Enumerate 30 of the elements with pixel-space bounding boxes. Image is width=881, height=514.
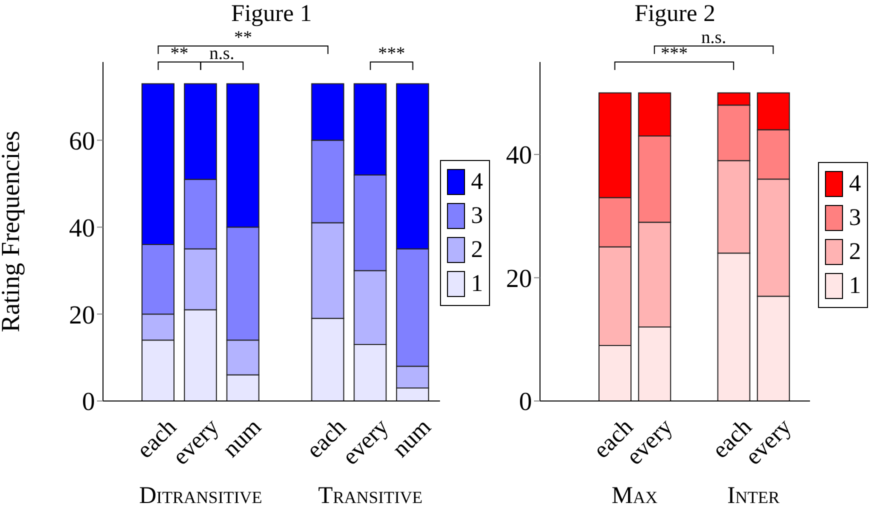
legend-label: 2 [471,236,483,264]
annotation: ** [170,43,188,63]
chart-title: Figure 2 [634,0,716,28]
text: Ditransitive [139,483,262,509]
legend-label: 2 [849,238,861,266]
x-tick-label: num [388,414,437,463]
annotation: *** [660,43,688,63]
legend-label: 4 [849,170,861,198]
y-tick-label: 0 [519,387,532,416]
y-tick-label: 60 [69,126,95,156]
text: n.s. [701,27,726,47]
y-tick-label: 40 [69,213,95,242]
annotation: n.s. [209,43,234,63]
chart-title: Figure 1 [230,0,313,28]
legend-label: 1 [471,270,483,298]
annotation: *** [378,43,406,63]
legend-label: 3 [471,202,483,230]
y-tick-label: 0 [82,387,95,416]
y-tick-label: 20 [506,264,532,293]
legend-label: 1 [849,272,861,300]
text: Transitive [318,483,423,509]
x-tick-label: num [218,414,267,463]
legend-label: 4 [471,168,483,196]
y-axis-title: Rating Frequencies [0,130,26,332]
y-tick-label: 40 [506,140,532,170]
y-tick-label: 20 [69,300,95,330]
text: Inter [727,483,780,509]
legend-label: 3 [849,204,861,232]
text: Max [612,483,658,509]
text: ** [234,27,252,47]
